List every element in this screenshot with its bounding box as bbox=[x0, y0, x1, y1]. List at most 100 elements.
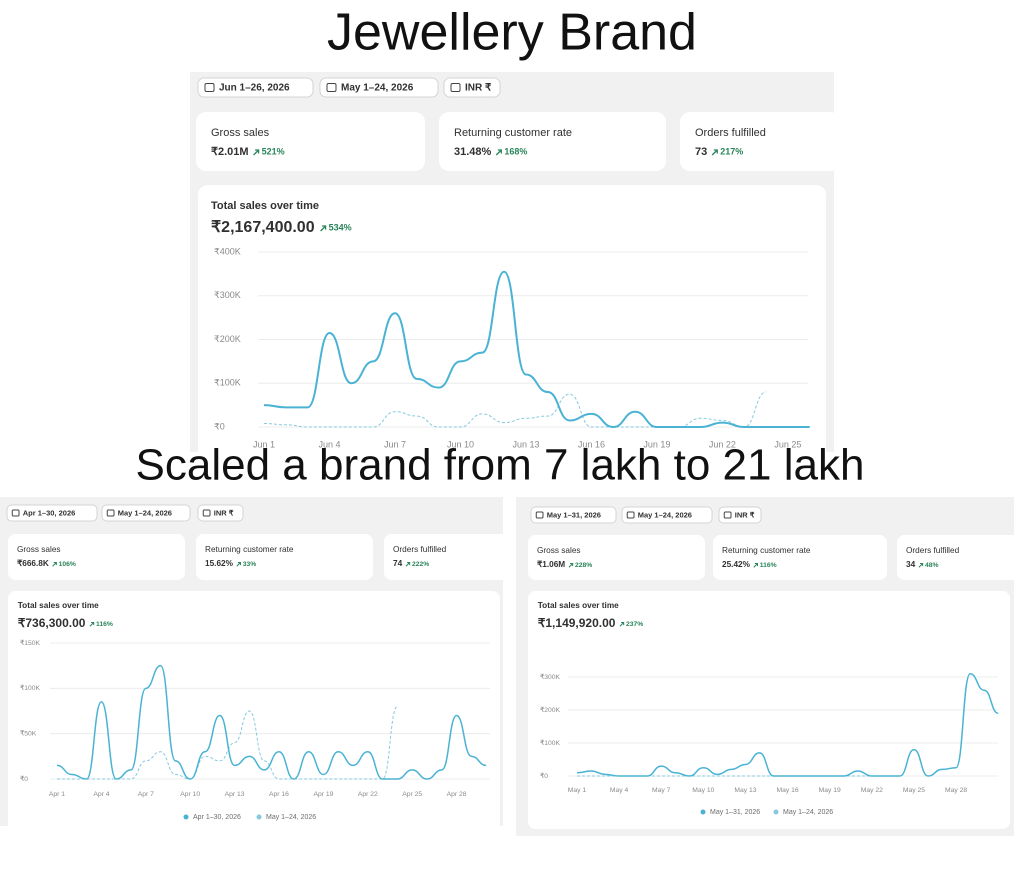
x-tick-label: Jun 16 bbox=[578, 439, 605, 449]
sales-line bbox=[576, 672, 999, 777]
y-tick-label: ₹300K bbox=[214, 290, 241, 300]
legend-swatch bbox=[700, 809, 706, 815]
x-tick-label: May 22 bbox=[861, 787, 883, 794]
x-tick-label: May 16 bbox=[777, 787, 799, 794]
filter-label: May 1–31, 2026 bbox=[547, 510, 601, 519]
filter-chip[interactable] bbox=[197, 77, 314, 98]
chart-title: Total sales over time bbox=[18, 601, 99, 610]
sales-line bbox=[263, 270, 810, 429]
filter-chip[interactable] bbox=[621, 506, 713, 524]
change-arrow bbox=[495, 149, 502, 156]
change-arrow bbox=[753, 563, 758, 568]
filter-icon bbox=[11, 509, 20, 517]
metric-label: Gross sales bbox=[17, 545, 61, 554]
filter-icon bbox=[450, 83, 461, 92]
y-tick-label: ₹400K bbox=[214, 246, 241, 256]
metric-change: 228% bbox=[575, 562, 592, 569]
y-tick-label: ₹300K bbox=[540, 673, 561, 681]
metric-card[interactable] bbox=[713, 535, 887, 580]
y-tick-label: ₹0 bbox=[214, 421, 225, 431]
change-arrow bbox=[619, 622, 625, 627]
legend-label: May 1–24, 2026 bbox=[266, 814, 316, 821]
metric-value: 31.48% bbox=[454, 146, 492, 158]
change-arrow bbox=[320, 225, 327, 232]
change-arrow bbox=[89, 622, 95, 627]
y-tick-label: ₹200K bbox=[214, 334, 241, 344]
metric-label: Orders fulfilled bbox=[695, 127, 766, 139]
filter-chip[interactable] bbox=[530, 506, 617, 524]
y-tick-label: ₹100K bbox=[214, 378, 241, 388]
x-tick-label: Apr 10 bbox=[180, 791, 200, 798]
metric-card[interactable] bbox=[528, 535, 705, 580]
filter-label: INR ₹ bbox=[214, 508, 234, 517]
metric-change: 217% bbox=[720, 146, 743, 156]
y-tick-label: ₹0 bbox=[540, 772, 548, 780]
metric-value: ₹2.01M bbox=[211, 146, 249, 158]
metric-card[interactable] bbox=[680, 112, 840, 171]
filter-label: Jun 1–26, 2026 bbox=[219, 83, 290, 94]
filter-chip[interactable] bbox=[101, 504, 191, 522]
x-tick-label: May 7 bbox=[652, 787, 671, 794]
x-tick-label: May 4 bbox=[610, 787, 629, 794]
metric-card[interactable] bbox=[196, 534, 373, 580]
x-tick-label: Apr 1 bbox=[49, 791, 65, 798]
x-tick-label: May 28 bbox=[945, 787, 967, 794]
change-arrow bbox=[405, 562, 411, 567]
chart-change: 534% bbox=[329, 222, 352, 232]
metric-card[interactable] bbox=[384, 534, 509, 580]
metric-value: 73 bbox=[695, 146, 707, 158]
metric-value: 15.62% bbox=[205, 559, 234, 568]
metric-change: 48% bbox=[925, 562, 939, 569]
filter-chip[interactable] bbox=[718, 506, 762, 524]
x-tick-label: May 10 bbox=[692, 787, 714, 794]
metric-change: 116% bbox=[760, 562, 777, 569]
x-tick-label: Jun 1 bbox=[253, 439, 275, 449]
filter-chip[interactable] bbox=[443, 77, 501, 98]
metric-card[interactable] bbox=[897, 535, 1022, 580]
metric-label: Returning customer rate bbox=[454, 127, 572, 139]
legend-label: May 1–31, 2026 bbox=[710, 809, 760, 816]
filter-icon bbox=[326, 83, 337, 92]
chart-change: 237% bbox=[626, 621, 643, 628]
y-tick-label: ₹100K bbox=[20, 684, 41, 692]
chart-total: ₹1,149,920.00 bbox=[538, 616, 616, 630]
sales-line bbox=[56, 664, 487, 780]
metric-change: 106% bbox=[59, 561, 76, 568]
x-tick-label: May 1 bbox=[568, 787, 587, 794]
metric-change: 33% bbox=[243, 561, 257, 568]
filter-icon bbox=[723, 511, 732, 519]
chart-total: ₹736,300.00 bbox=[18, 616, 86, 630]
filter-icon bbox=[626, 511, 635, 519]
comparison-line bbox=[57, 705, 398, 780]
heading: Jewellery Brand bbox=[327, 4, 697, 62]
legend-label: Apr 1–30, 2026 bbox=[193, 814, 241, 821]
metric-label: Returning customer rate bbox=[205, 545, 294, 554]
dashboard-panel: May 1–31, 2026 May 1–24, 2026 INR ₹ Gross s… bbox=[516, 497, 1022, 836]
metric-value: 25.42% bbox=[722, 560, 751, 569]
change-arrow bbox=[568, 563, 574, 568]
y-tick-label: ₹50K bbox=[20, 729, 37, 737]
x-tick-label: Jun 10 bbox=[447, 439, 474, 449]
metric-change: 222% bbox=[412, 561, 429, 568]
metric-card[interactable] bbox=[8, 534, 185, 580]
filter-icon bbox=[202, 509, 211, 517]
filter-label: Apr 1–30, 2026 bbox=[23, 508, 76, 517]
filter-chip[interactable] bbox=[319, 77, 439, 98]
legend-swatch bbox=[773, 809, 779, 815]
change-arrow bbox=[918, 563, 924, 568]
filter-chip[interactable] bbox=[197, 504, 244, 522]
x-tick-label: Apr 16 bbox=[269, 791, 289, 798]
y-tick-label: ₹200K bbox=[540, 706, 561, 714]
metric-card[interactable] bbox=[439, 112, 666, 171]
chart-title: Total sales over time bbox=[211, 200, 319, 212]
x-tick-label: Apr 7 bbox=[138, 791, 154, 798]
x-tick-label: Jun 25 bbox=[774, 439, 801, 449]
x-tick-label: Jun 19 bbox=[643, 439, 670, 449]
x-tick-label: Apr 4 bbox=[93, 791, 109, 798]
filter-chip[interactable] bbox=[6, 504, 98, 522]
change-arrow bbox=[52, 562, 57, 567]
metric-card[interactable] bbox=[196, 112, 425, 171]
change-arrow bbox=[236, 562, 241, 567]
heading: Scaled a brand from 7 lakh to 21 lakh bbox=[136, 441, 865, 490]
